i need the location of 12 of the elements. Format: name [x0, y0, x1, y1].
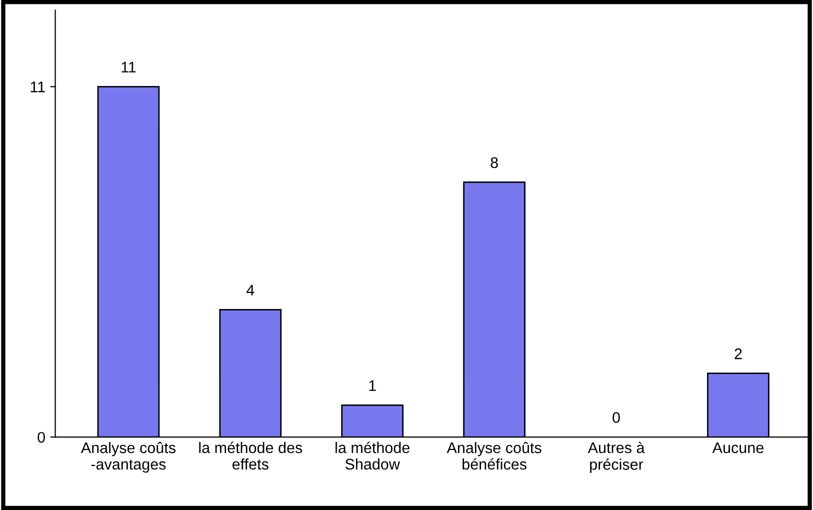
x-tick-label: Analyse coûts bénéfices [446, 442, 542, 470]
data-label: 8 [490, 157, 498, 168]
data-label: 0 [612, 412, 620, 423]
x-tick-label: Aucune [712, 442, 764, 454]
data-label: 1 [369, 380, 376, 391]
data-label: 4 [246, 284, 254, 296]
x-tick-label: la méthode des effets [199, 442, 302, 470]
x-tick-label: Autres à préciser [588, 442, 645, 473]
data-label: 11 [122, 62, 136, 72]
x-tick-label: Analyse coûts -avantages [80, 442, 176, 473]
x-tick-label: la méthode Shadow [336, 442, 410, 470]
data-label: 2 [734, 348, 742, 360]
